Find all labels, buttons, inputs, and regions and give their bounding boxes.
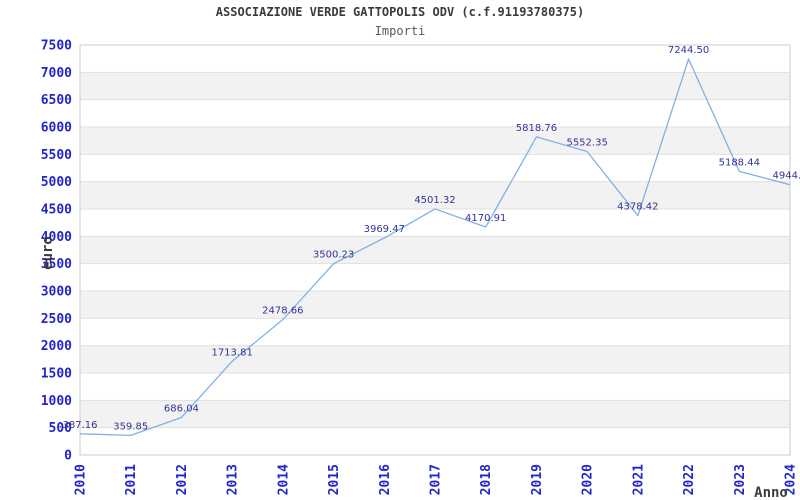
plot-band <box>80 373 790 401</box>
data-point-label: 5188.44 <box>719 157 760 168</box>
data-point-label: 359.85 <box>113 421 148 432</box>
x-tick-label: 2011 <box>124 464 139 495</box>
x-tick-label: 2022 <box>682 464 697 495</box>
y-tick-label: 4000 <box>41 230 72 245</box>
x-tick-label: 2020 <box>581 464 596 495</box>
x-tick-label: 2018 <box>479 464 494 495</box>
data-point-label: 4944.5 <box>773 171 800 182</box>
y-tick-label: 3500 <box>41 257 72 272</box>
y-tick-label: 5000 <box>41 175 72 190</box>
y-tick-label: 7500 <box>41 39 72 54</box>
data-point-label: 686.04 <box>164 403 199 414</box>
plot-band <box>80 181 790 209</box>
y-axis-label: euro <box>40 236 56 270</box>
y-tick-label: 7000 <box>41 66 72 81</box>
x-tick-label: 2019 <box>530 464 545 495</box>
data-point-label: 3969.47 <box>364 224 405 235</box>
plot-band <box>80 318 790 346</box>
plot-band <box>80 154 790 182</box>
plot-band <box>80 263 790 291</box>
plot-band <box>80 72 790 100</box>
y-tick-label: 1000 <box>41 394 72 409</box>
y-tick-label: 2000 <box>41 339 72 354</box>
chart-title: ASSOCIAZIONE VERDE GATTOPOLIS ODV (c.f.9… <box>215 5 585 19</box>
plot-band <box>80 400 790 428</box>
plot-band <box>80 236 790 264</box>
y-tick-label: 4500 <box>41 203 72 218</box>
x-tick-label: 2014 <box>276 464 291 495</box>
y-tick-label: 6500 <box>41 93 72 108</box>
plot-band <box>80 427 790 455</box>
x-tick-label: 2015 <box>327 464 342 495</box>
y-tick-label: 500 <box>49 421 73 436</box>
data-point-label: 2478.66 <box>262 305 303 316</box>
x-tick-label: 2024 <box>784 464 799 495</box>
plot-border <box>79 44 791 456</box>
chart-line <box>79 58 791 436</box>
x-tick-label: 2017 <box>429 464 444 495</box>
data-point-label: 5818.76 <box>516 123 557 134</box>
y-tick-label: 0 <box>64 449 72 464</box>
data-point-label: 3500.23 <box>313 250 354 261</box>
x-tick-label: 2012 <box>175 464 190 495</box>
x-tick-label: 2010 <box>74 464 89 495</box>
plot-band <box>80 291 790 319</box>
plot-band <box>80 127 790 155</box>
plot-band <box>80 45 790 73</box>
plot-band <box>80 99 790 127</box>
data-point-label: 7244.50 <box>668 45 709 56</box>
data-point-label: 1713.81 <box>211 347 252 358</box>
data-point-label: 4378.42 <box>617 202 658 213</box>
x-tick-label: 2023 <box>733 464 748 495</box>
y-tick-label: 5500 <box>41 148 72 163</box>
chart-subtitle: Importi <box>374 24 426 38</box>
data-point-label: 387.16 <box>63 420 98 431</box>
y-tick-label: 6000 <box>41 121 72 136</box>
x-tick-label: 2016 <box>378 464 393 495</box>
x-tick-label: 2013 <box>226 464 241 495</box>
y-tick-label: 2500 <box>41 312 72 327</box>
data-point-label: 4501.32 <box>414 195 455 206</box>
y-tick-label: 1500 <box>41 367 72 382</box>
plot-band <box>80 209 790 237</box>
data-point-label: 5552.35 <box>566 137 607 148</box>
y-tick-label: 3000 <box>41 285 72 300</box>
x-axis-label: Anno <box>754 485 788 500</box>
data-point-label: 4170.91 <box>465 213 506 224</box>
x-tick-label: 2021 <box>631 464 646 495</box>
plot-band <box>80 345 790 373</box>
